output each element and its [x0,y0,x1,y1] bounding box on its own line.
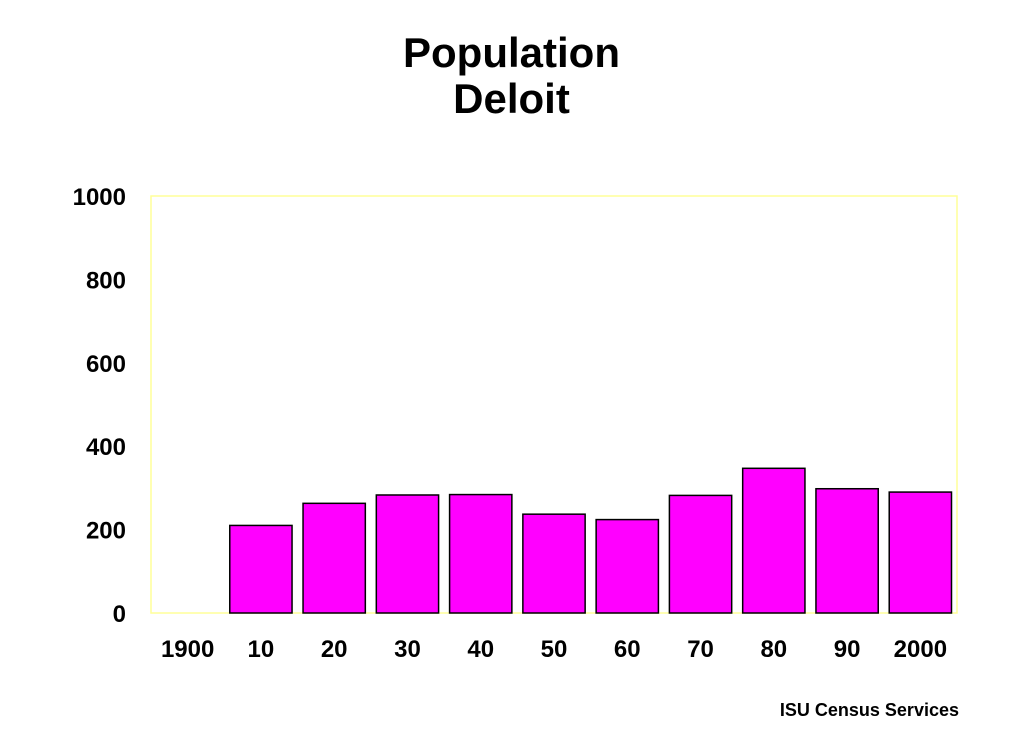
y-tick-label: 800 [86,267,126,294]
bar-70 [668,494,733,614]
bar-20 [302,502,367,614]
y-tick-label: 200 [86,518,126,545]
bar-40 [448,493,513,614]
chart-subtitle: Deloit [453,75,570,122]
chart-title: Population [403,29,620,76]
x-tick-label: 20 [321,636,348,663]
x-tick-label: 90 [834,636,861,663]
bar-60 [595,518,660,614]
x-tick-label: 40 [467,636,494,663]
chart-title-block: Population Deloit [0,30,1023,122]
bar-10 [229,524,293,614]
bar-30 [375,494,440,614]
x-tick-labels: 1900 10 20 30 40 50 60 70 80 90 2000 [161,636,947,663]
bar-2000 [888,491,953,614]
y-tick-label: 400 [86,434,126,461]
bars-group [229,467,953,614]
bar-80 [741,467,806,614]
x-tick-label: 80 [760,636,787,663]
y-tick-label: 600 [86,351,126,378]
x-tick-label: 70 [687,636,714,663]
x-tick-label: 30 [394,636,421,663]
source-credit: ISU Census Services [779,700,959,720]
x-tick-label: 10 [248,636,275,663]
x-tick-label: 60 [614,636,641,663]
bar-50 [522,513,586,614]
y-tick-label: 0 [113,601,126,628]
bar-90 [815,487,879,614]
y-tick-labels: 0 200 400 600 800 1000 [73,184,126,628]
x-tick-label: 50 [541,636,568,663]
x-tick-label: 1900 [161,636,214,663]
x-tick-label: 2000 [894,636,947,663]
y-tick-label: 1000 [73,184,126,211]
